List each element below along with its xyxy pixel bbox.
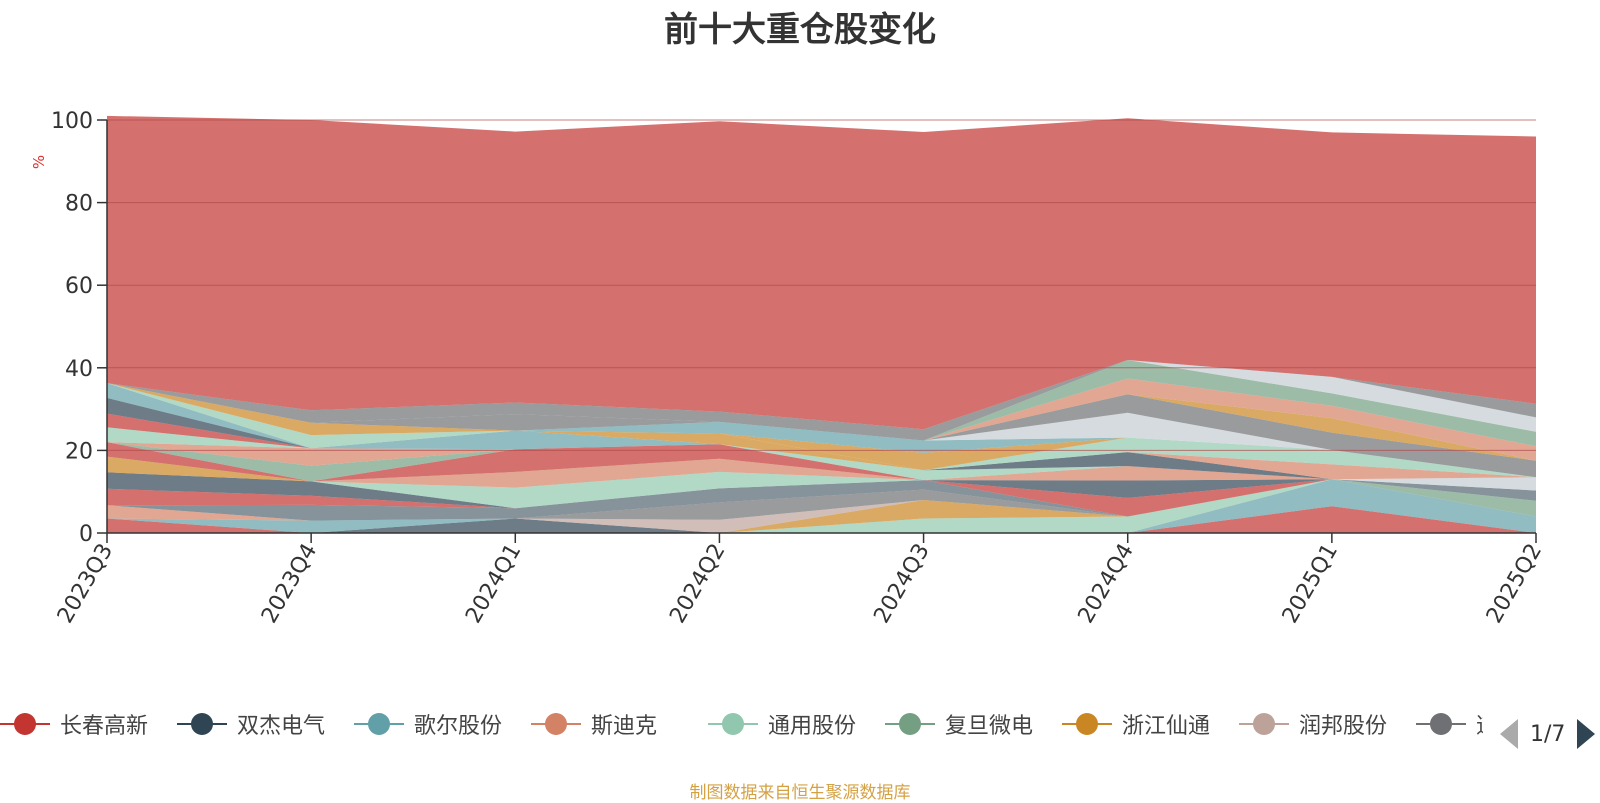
- series-area-10[interactable]: [107, 477, 1536, 517]
- legend-items: 长春高新 双杰电气 歌尔股份 斯迪克 通用股份 复旦微电 浙江仙通 润邦股份 道通科技: [0, 706, 1483, 746]
- series-area-37[interactable]: [107, 360, 1536, 447]
- y-tick-label: 80: [65, 192, 93, 217]
- legend-label: 道通科技: [1476, 708, 1483, 740]
- legend-item[interactable]: 双杰电气: [177, 706, 325, 742]
- chart-area: 0 20 40 60 80 100 2023Q3 2023Q4 2024Q1 2024Q2 2024…: [30, 109, 1547, 628]
- x-tick-label: 2023Q4: [257, 540, 322, 628]
- triangle-left-icon[interactable]: [1500, 719, 1518, 749]
- legend-item[interactable]: 道通科技: [1416, 706, 1483, 742]
- series-area-20[interactable]: [107, 442, 1536, 481]
- series-area-0[interactable]: [107, 506, 1536, 533]
- legend-marker-icon: [354, 706, 404, 742]
- legend-marker-icon: [1239, 706, 1289, 742]
- series-area-30[interactable]: [107, 383, 1536, 478]
- x-tick-label: 2024Q3: [869, 540, 934, 628]
- y-tick-label: 100: [51, 109, 93, 134]
- series-areas: [107, 115, 1536, 533]
- legend-label: 长春高新: [60, 714, 149, 739]
- legend-item[interactable]: 润邦股份: [1239, 706, 1387, 742]
- series-area-31[interactable]: [107, 383, 1536, 478]
- series-area-18[interactable]: [107, 442, 1536, 482]
- legend-label: 润邦股份: [1299, 714, 1388, 739]
- y-tick-label: 60: [65, 274, 93, 299]
- x-tick-label: 2025Q1: [1278, 540, 1343, 628]
- legend-marker-icon: [1062, 706, 1112, 742]
- series-area-17[interactable]: [107, 456, 1536, 488]
- legend-label: 双杰电气: [237, 714, 326, 739]
- grid-lines: [107, 119, 1536, 451]
- series-area-1[interactable]: [107, 506, 1536, 533]
- series-area-35[interactable]: [107, 383, 1536, 461]
- legend-label: 斯迪克: [591, 714, 658, 739]
- legend-marker-icon: [1416, 706, 1466, 742]
- legend-marker-icon: [177, 706, 227, 742]
- y-tick-label: 20: [65, 439, 93, 464]
- legend-label: 浙江仙通: [1122, 714, 1211, 739]
- legend-item[interactable]: 长春高新: [0, 706, 148, 742]
- y-axis-label: %: [30, 155, 48, 169]
- legend-pager: 1/7: [1500, 716, 1596, 752]
- pager-text: 1/7: [1530, 721, 1566, 747]
- legend-marker-icon: [708, 706, 758, 742]
- legend-item[interactable]: 通用股份: [708, 706, 856, 742]
- chart-title: 前十大重仓股变化: [664, 10, 936, 50]
- legend-label: 复旦微电: [945, 714, 1034, 739]
- y-tick-label: 0: [79, 522, 93, 547]
- x-tick-label: 2024Q1: [461, 540, 526, 628]
- legend-item[interactable]: 复旦微电: [885, 706, 1033, 742]
- series-area-2[interactable]: [107, 479, 1536, 533]
- legend-marker-icon: [0, 706, 50, 742]
- x-tick-label: 2024Q4: [1074, 540, 1139, 628]
- y-tick-label: 40: [65, 357, 93, 382]
- legend-label: 歌尔股份: [414, 714, 503, 739]
- series-area-40[interactable]: [107, 115, 1536, 430]
- series-area-8[interactable]: [107, 479, 1536, 521]
- series-area-16[interactable]: [107, 456, 1536, 509]
- x-tick-label: 2023Q3: [53, 540, 118, 628]
- legend-marker-icon: [885, 706, 935, 742]
- series-area-39[interactable]: [107, 360, 1536, 441]
- series-area-12[interactable]: [107, 472, 1536, 509]
- legend: 长春高新 双杰电气 歌尔股份 斯迪克 通用股份 复旦微电 浙江仙通 润邦股份 道通科技: [0, 706, 1600, 756]
- series-area-11[interactable]: [107, 477, 1536, 517]
- series-area-6[interactable]: [107, 479, 1536, 533]
- series-area-9[interactable]: [107, 479, 1536, 521]
- series-area-19[interactable]: [107, 442, 1536, 482]
- legend-marker-icon: [531, 706, 581, 742]
- legend-item[interactable]: 歌尔股份: [354, 706, 502, 742]
- x-tick-label: 2024Q2: [665, 540, 730, 628]
- legend-label: 通用股份: [768, 714, 857, 739]
- legend-item[interactable]: 浙江仙通: [1062, 706, 1210, 742]
- x-tick-label: 2025Q2: [1482, 540, 1547, 628]
- series-area-34[interactable]: [107, 383, 1536, 478]
- series-area-36[interactable]: [107, 378, 1536, 461]
- data-source-note: 制图数据来自恒生聚源数据库: [689, 783, 911, 803]
- series-area-14[interactable]: [107, 466, 1536, 509]
- triangle-right-icon[interactable]: [1577, 719, 1596, 749]
- series-area-29[interactable]: [107, 383, 1536, 480]
- legend-item[interactable]: 斯迪克: [531, 706, 657, 742]
